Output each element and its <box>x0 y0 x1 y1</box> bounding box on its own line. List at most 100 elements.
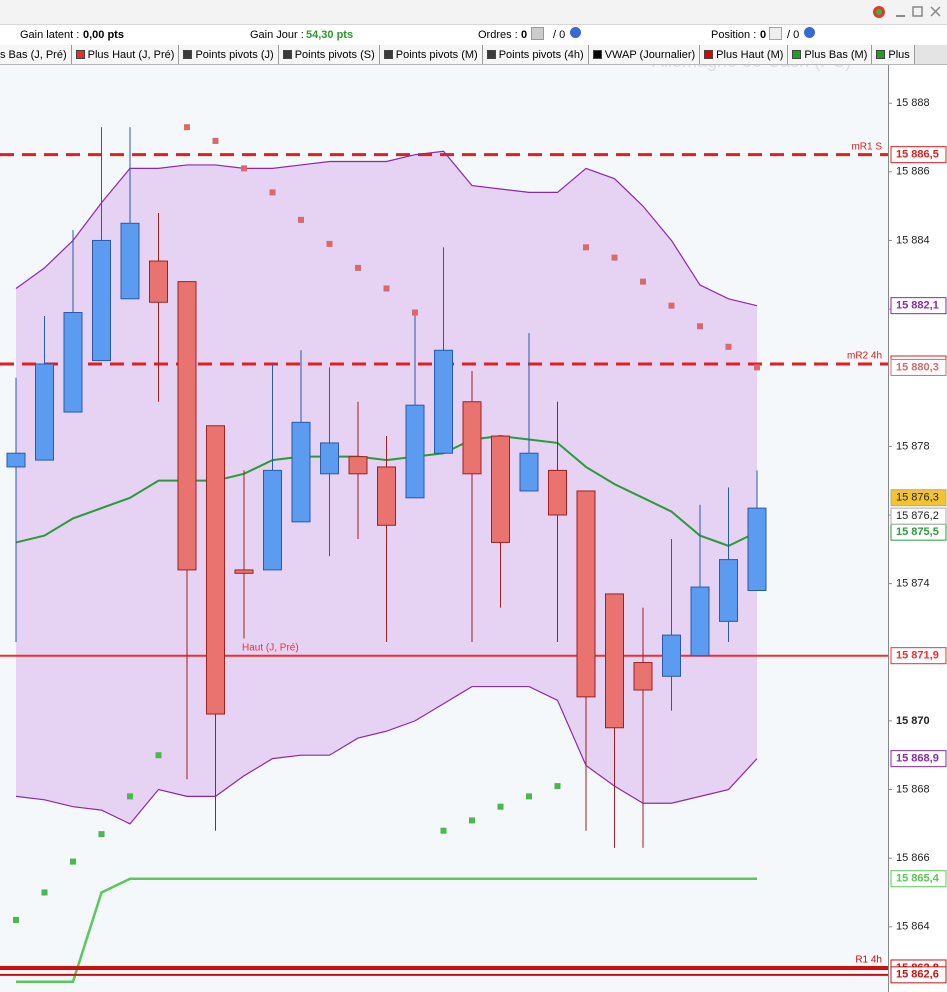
position-settings[interactable] <box>804 27 815 38</box>
gain-latent: 0,00 pts <box>83 29 124 41</box>
tab-swatch <box>792 50 802 59</box>
price-label: 15 882,1 <box>896 300 939 312</box>
sar-dot <box>583 244 589 251</box>
tab-swatch <box>282 50 292 59</box>
sar-dot <box>212 137 219 144</box>
tab-label: Plus <box>888 48 910 61</box>
sar-dot <box>70 858 76 865</box>
candle-body <box>63 312 83 413</box>
y-tick-label: 15 868 <box>896 783 930 795</box>
price-label: 15 886,5 <box>896 149 939 161</box>
price-label: 15 865,4 <box>896 873 940 885</box>
indicator-tab[interactable]: Points pivots (4h) <box>482 45 589 64</box>
price-label-box <box>890 966 947 984</box>
tab-swatch <box>383 50 393 59</box>
candle-body <box>149 260 168 303</box>
tab-swatch <box>592 50 602 59</box>
sar-dot <box>668 302 675 309</box>
price-label: 15 875,5 <box>896 526 939 538</box>
level-name: mR2 4h <box>847 351 882 362</box>
window-controls <box>873 6 941 18</box>
ordres-icon[interactable] <box>531 27 544 40</box>
current-price: 15 876,3 <box>896 492 939 504</box>
price-label-box <box>890 297 947 315</box>
sar-dot <box>13 916 19 923</box>
tab-label: Plus Bas (M) <box>804 48 868 61</box>
y-tick-label: 15 874 <box>896 578 930 590</box>
tab-label: Plus Haut (J, Pré) <box>87 48 175 61</box>
tab-swatch <box>486 50 496 59</box>
position-label: Position : <box>711 29 757 41</box>
candle-body <box>633 662 653 691</box>
current-price-box <box>890 489 947 507</box>
sar-dot <box>155 752 162 759</box>
y-tick-label: 15 866 <box>896 852 930 864</box>
y-tick-label: 15 878 <box>896 440 930 452</box>
candle-body <box>719 559 738 622</box>
sar-dot <box>98 831 105 838</box>
price-label-box <box>890 647 947 665</box>
tab-label: Points pivots (S) <box>294 48 375 61</box>
gain-latent-label: Gain latent : <box>20 29 80 41</box>
sar-dot <box>440 827 447 834</box>
y-tick-label: 15 864 <box>896 921 930 933</box>
tab-label: s Bas (J, Pré) <box>0 48 67 61</box>
maximize-button[interactable] <box>912 6 923 17</box>
indicator-tab[interactable]: VWAP (Journalier) <box>588 45 701 64</box>
sar-dot <box>611 254 618 261</box>
candle-body <box>462 401 482 475</box>
candle-body <box>491 435 510 543</box>
gain-jour-label: Gain Jour : <box>250 29 304 41</box>
plot-area: Allemagne 30 Cash (PC) mR1 S mR2 4h Haut (… <box>0 64 888 983</box>
indicator-tab[interactable]: Points pivots (M) <box>379 45 483 64</box>
tab-label: Points pivots (M) <box>395 48 478 61</box>
tab-label: Points pivots (4h) <box>498 48 584 61</box>
tab-label: Points pivots (J) <box>195 48 274 61</box>
indicator-tab[interactable]: Points pivots (J) <box>179 45 279 64</box>
refresh-icon-inner <box>876 9 882 15</box>
indicator-tabs: s Bas (J, Pré) Plus Haut (J, Pré) Points p… <box>0 45 947 65</box>
candle-body <box>320 442 339 475</box>
candle-body <box>206 425 225 715</box>
price-label: 15 862,6 <box>896 969 939 981</box>
level-name: R1 4h <box>855 955 882 966</box>
candle-body <box>92 239 111 362</box>
tab-swatch <box>704 50 714 59</box>
indicator-tab[interactable]: Points pivots (S) <box>278 45 380 64</box>
sar-dot <box>697 323 703 330</box>
candle-body <box>348 456 368 475</box>
indicator-tab[interactable]: Plus Haut (M) <box>700 45 789 64</box>
price-label: 15 871,9 <box>896 650 939 662</box>
price-label-box <box>890 358 947 376</box>
ordres-total: / 0 <box>553 29 566 41</box>
position: 0 <box>760 29 767 41</box>
candle-body <box>519 452 539 492</box>
sar-dot <box>269 189 276 196</box>
sar-dot <box>554 783 561 790</box>
indicator-tab[interactable]: Plus <box>872 45 915 64</box>
ordres-settings[interactable] <box>570 27 581 38</box>
tab-label: Plus Haut (M) <box>716 48 784 61</box>
indicator-tab[interactable]: Plus Bas (M) <box>788 45 873 64</box>
close-button[interactable] <box>930 6 941 17</box>
ordres: 0 <box>521 29 528 41</box>
indicator-tab[interactable]: Plus Haut (J, Pré) <box>71 45 180 64</box>
gain-jour: 54,30 pts <box>306 29 354 41</box>
price-label: 15 880,3 <box>896 361 939 373</box>
sar-dot <box>469 817 475 824</box>
candle-body <box>434 349 453 454</box>
indicator-tab[interactable]: s Bas (J, Pré) <box>0 45 72 64</box>
sar-dot <box>526 793 532 800</box>
sar-dot <box>640 278 646 285</box>
band-line <box>15 685 758 825</box>
position-total: / 0 <box>787 29 800 41</box>
sar-dot <box>127 793 133 800</box>
position-icon[interactable] <box>769 27 782 40</box>
sar-dot <box>298 216 304 223</box>
y-tick-label: 15 886 <box>896 166 930 178</box>
tab-label: VWAP (Journalier) <box>604 48 696 61</box>
candle-body <box>690 586 710 657</box>
candle-body <box>263 469 282 571</box>
